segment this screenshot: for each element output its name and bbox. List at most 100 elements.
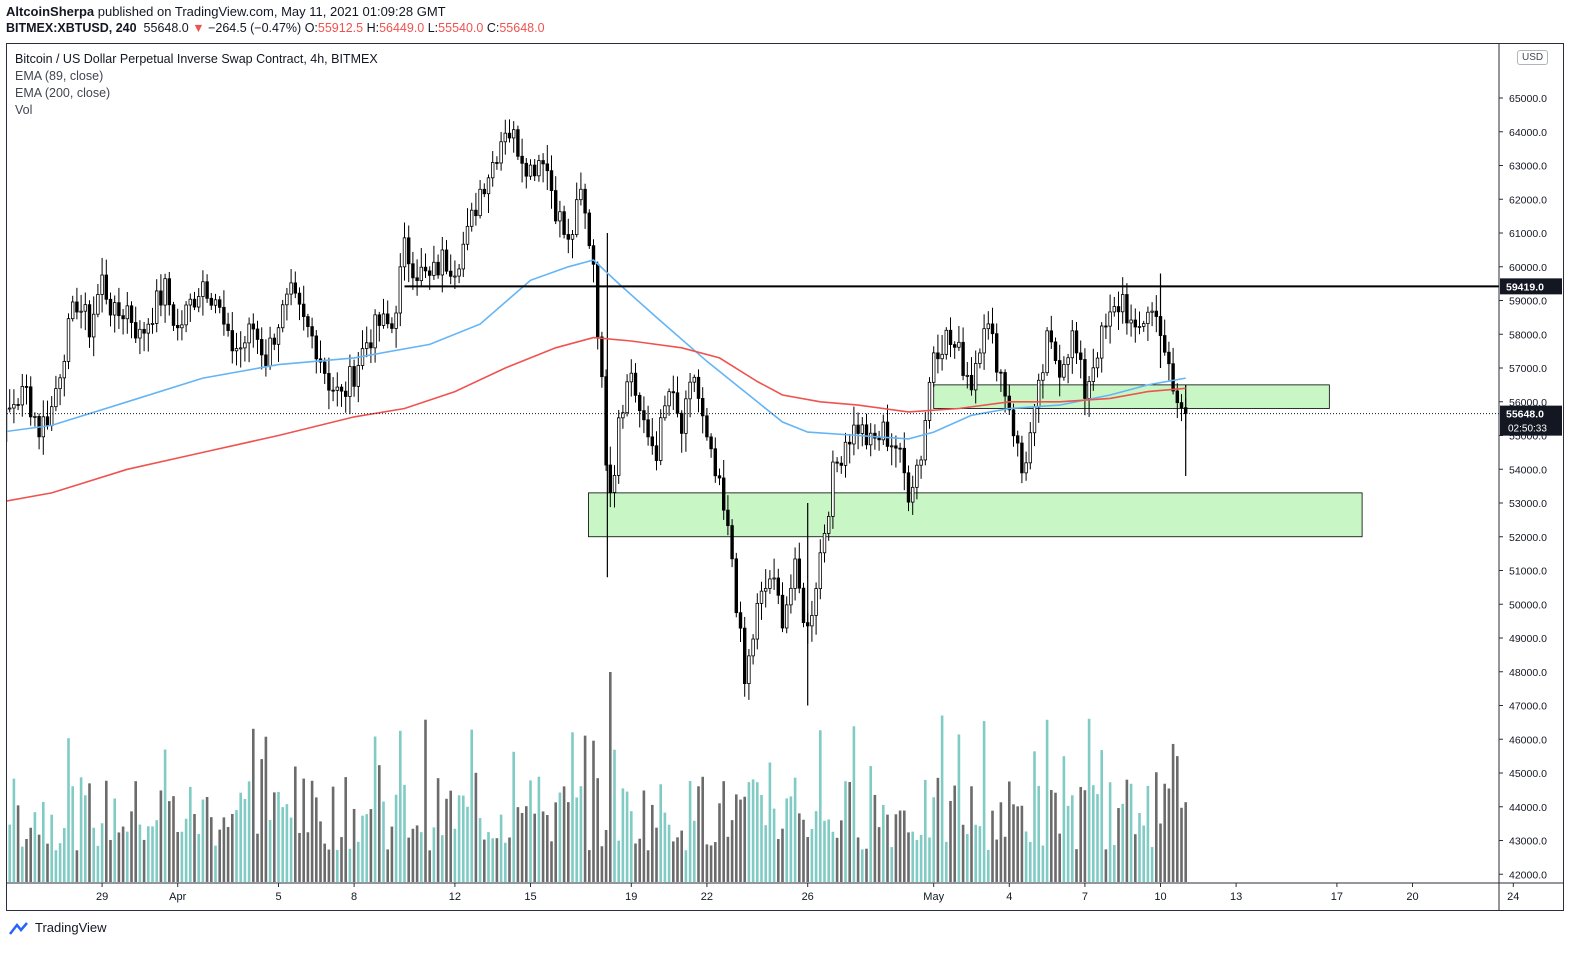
x-tick-label: 26 <box>802 891 814 903</box>
volume-bar <box>781 828 784 882</box>
candle-body <box>427 270 432 276</box>
volume-bar <box>1154 772 1158 882</box>
author-name[interactable]: AltcoinSherpa <box>6 4 95 19</box>
x-tick-label: 7 <box>1082 891 1088 903</box>
volume-bar <box>718 803 721 882</box>
x-tick-label: 24 <box>1507 891 1519 903</box>
volume-bar <box>1024 831 1028 882</box>
candle-body <box>133 322 138 339</box>
currency-badge[interactable]: USD <box>1517 50 1549 65</box>
candle-body <box>1083 359 1087 399</box>
candle-body <box>831 461 835 517</box>
candle-body <box>1078 352 1083 360</box>
candle-body <box>663 405 667 419</box>
candle-body <box>339 386 344 392</box>
candle-body <box>873 432 877 439</box>
volume-bar <box>566 802 570 882</box>
candle-body <box>1007 395 1012 411</box>
candle-body <box>293 282 298 294</box>
volume-bar <box>281 807 285 882</box>
volume-bar <box>205 796 209 882</box>
volume-bar <box>1028 841 1032 882</box>
candle-body <box>856 424 860 434</box>
candle-body <box>545 163 550 172</box>
volume-bar <box>890 847 894 882</box>
y-tick-label: 49000.0 <box>1509 633 1547 645</box>
candle-body <box>285 293 289 306</box>
legend-ema200[interactable]: EMA (200, close) <box>15 86 111 100</box>
volume-bar <box>386 849 390 882</box>
candle-body <box>96 294 100 315</box>
plot-area <box>0 119 1499 882</box>
candle-body <box>843 441 848 466</box>
candle-body <box>104 274 109 300</box>
tradingview-logo[interactable]: TradingView <box>6 920 107 935</box>
high-value: 56449.0 <box>379 21 425 35</box>
candle-body <box>180 324 184 329</box>
legend-ema89[interactable]: EMA (89, close) <box>15 69 104 83</box>
volume-bar <box>957 734 961 882</box>
candle-body <box>650 436 655 447</box>
candle-body <box>1154 310 1159 317</box>
candle-body <box>436 261 440 276</box>
volume-bar <box>621 788 625 882</box>
y-tick-label: 46000.0 <box>1509 734 1547 746</box>
volume-bar <box>860 849 864 882</box>
volume-bar <box>953 785 957 882</box>
volume-bar <box>1138 813 1141 882</box>
volume-bar <box>541 811 545 882</box>
volume-bar <box>272 792 276 882</box>
candle-body <box>112 302 117 316</box>
volume-bar <box>289 817 293 882</box>
candle-body <box>679 412 684 434</box>
candle-body <box>243 342 247 349</box>
candle-body <box>608 464 613 493</box>
volume-bar <box>1007 781 1011 882</box>
volume-bar <box>755 782 759 882</box>
volume-bar <box>806 837 810 882</box>
candle-body <box>990 323 995 335</box>
volume-bar <box>54 850 58 882</box>
candle-body <box>0 435 3 441</box>
candle-body <box>75 301 79 313</box>
legend-volume[interactable]: Vol <box>15 103 33 117</box>
volume-bar <box>256 833 259 882</box>
candle-body <box>957 341 961 348</box>
candle-body <box>356 365 361 387</box>
candle-body <box>688 381 692 400</box>
candle-body <box>1062 364 1066 378</box>
volume-bar <box>789 796 793 882</box>
volume-bar <box>705 844 709 882</box>
volume-bar <box>302 778 306 882</box>
volume-bar <box>310 780 314 882</box>
volume-bar <box>1117 808 1120 882</box>
volume-bar <box>344 777 348 882</box>
volume-bar <box>151 826 154 882</box>
y-tick-label: 64000.0 <box>1509 127 1547 139</box>
symbol-label[interactable]: BITMEX:XBTUSD, 240 <box>6 21 137 35</box>
candle-body <box>217 299 222 308</box>
candle-body <box>541 160 545 165</box>
candle-body <box>1116 306 1121 313</box>
candle-body <box>1057 360 1062 378</box>
candle-body <box>222 306 226 325</box>
candle-body <box>406 237 411 265</box>
candle-body <box>1066 357 1070 365</box>
resistance-price-label-bg <box>1500 278 1562 295</box>
volume-bar <box>587 850 591 882</box>
candle-body <box>474 209 478 217</box>
volume-bar <box>575 797 579 882</box>
volume-bar <box>629 811 633 882</box>
candle-body <box>553 190 558 222</box>
volume-bar <box>604 829 608 882</box>
volume-bar <box>285 804 289 882</box>
y-tick-label: 47000.0 <box>1509 701 1547 713</box>
volume-bar <box>277 791 280 882</box>
x-tick-label: 5 <box>275 891 281 903</box>
candle-body <box>1053 341 1058 361</box>
current-price-label-bg <box>1500 405 1562 436</box>
volume-bar <box>1146 785 1150 882</box>
support-zone-1 <box>933 384 1330 409</box>
volume-bar <box>617 840 621 882</box>
